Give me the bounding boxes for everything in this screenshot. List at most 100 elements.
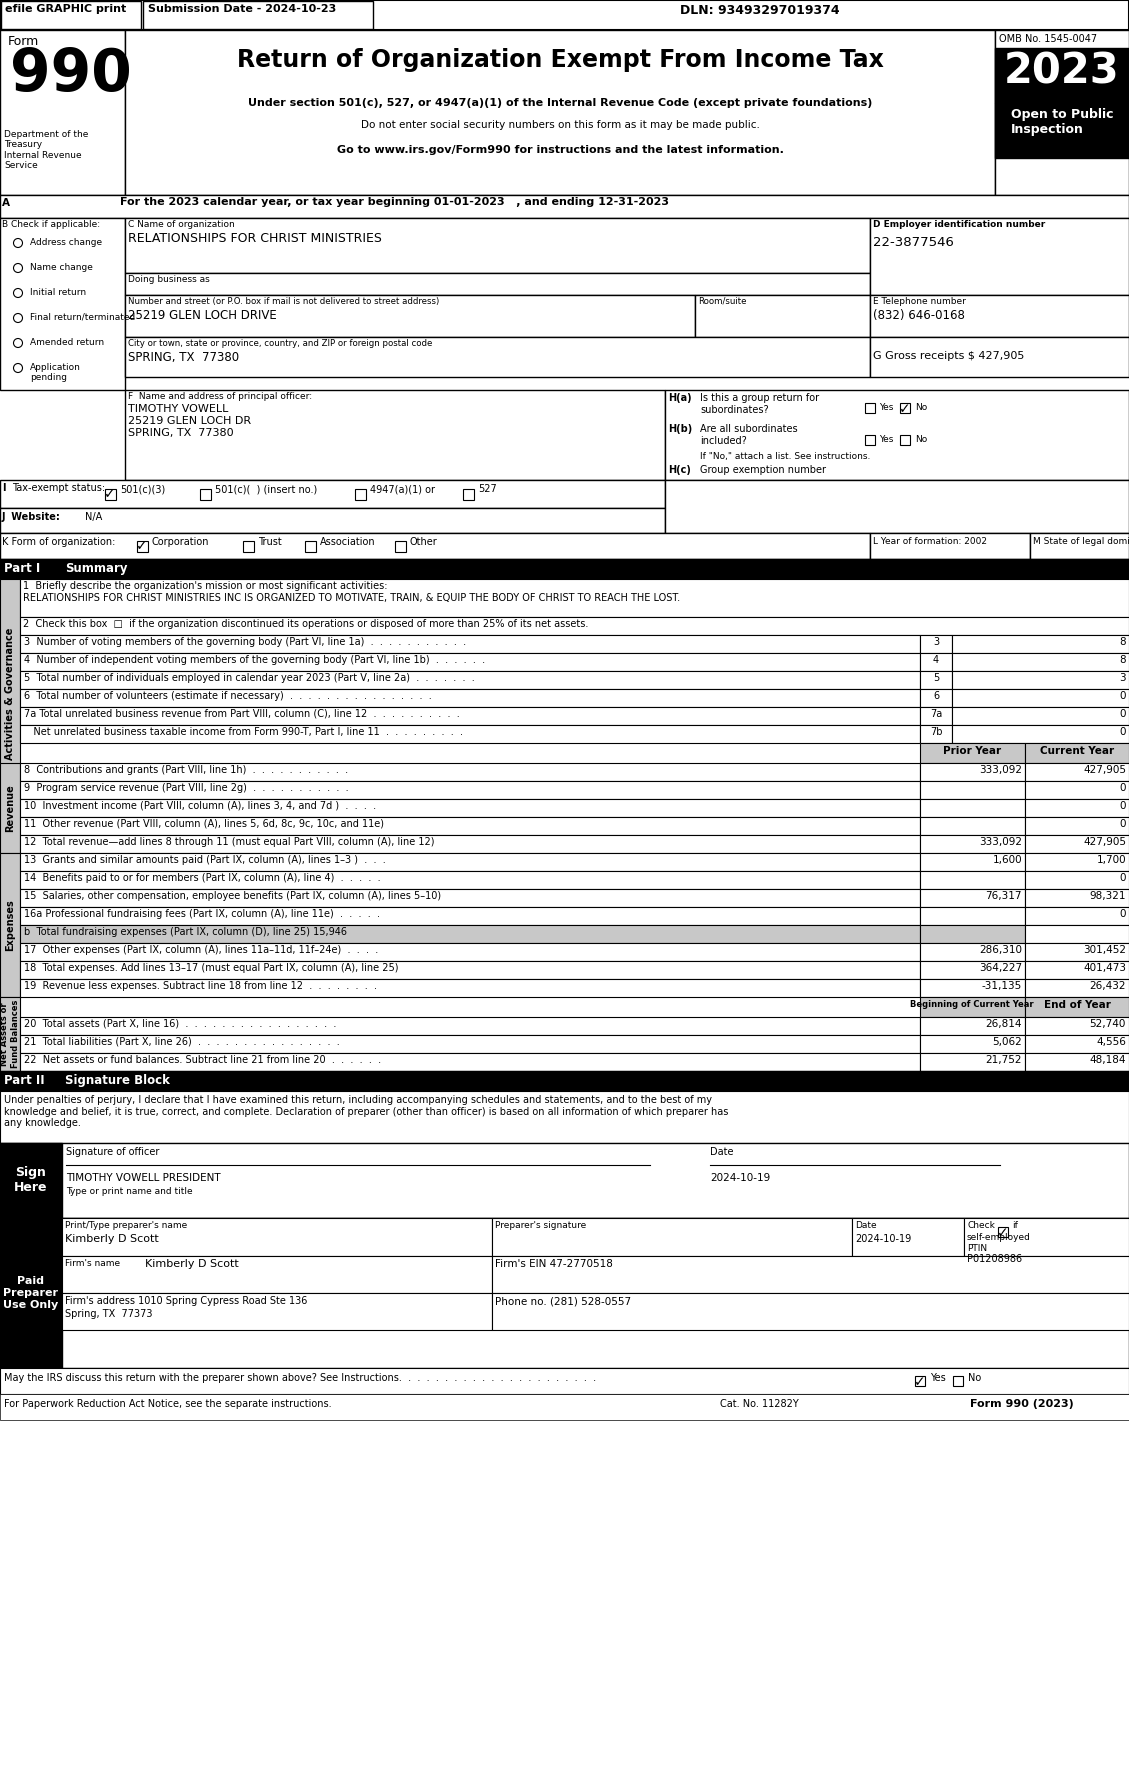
Bar <box>920 781 1025 798</box>
Circle shape <box>14 288 23 297</box>
Bar <box>1025 763 1129 781</box>
Bar <box>952 636 1129 653</box>
Bar <box>1025 781 1129 798</box>
Text: D Employer identification number: D Employer identification number <box>873 221 1045 230</box>
Bar <box>995 102 1129 157</box>
Text: H(a): H(a) <box>668 394 692 403</box>
Text: Current Year: Current Year <box>1040 745 1114 756</box>
Bar <box>20 636 920 653</box>
Bar <box>870 337 1129 376</box>
Text: Summary: Summary <box>65 562 128 576</box>
Bar <box>243 540 254 551</box>
Text: F  Name and address of principal officer:: F Name and address of principal officer: <box>128 392 312 401</box>
Text: 3: 3 <box>1119 673 1126 683</box>
Text: Part II: Part II <box>5 1074 45 1088</box>
Text: 6: 6 <box>933 691 939 701</box>
Text: 333,092: 333,092 <box>979 837 1022 848</box>
Bar <box>920 818 1025 835</box>
Bar <box>920 689 952 706</box>
Bar <box>953 1376 963 1386</box>
Text: ✓: ✓ <box>997 1226 1008 1240</box>
Bar <box>0 194 1129 217</box>
Text: M State of legal domicile: TX: M State of legal domicile: TX <box>1033 537 1129 546</box>
Bar <box>125 337 870 376</box>
Text: Yes: Yes <box>879 403 893 411</box>
Text: Net Assets or
Fund Balances: Net Assets or Fund Balances <box>0 1000 19 1068</box>
Text: I: I <box>2 482 6 493</box>
Circle shape <box>14 339 23 348</box>
Text: included?: included? <box>700 436 746 447</box>
Text: Corporation: Corporation <box>152 537 210 547</box>
Bar <box>952 653 1129 671</box>
Bar <box>62 1293 492 1330</box>
Bar <box>952 689 1129 706</box>
Bar <box>865 434 875 445</box>
Bar <box>1025 1053 1129 1070</box>
Text: 286,310: 286,310 <box>979 945 1022 955</box>
Bar <box>865 403 875 413</box>
Text: SPRING, TX  77380: SPRING, TX 77380 <box>128 427 234 438</box>
Text: 2023: 2023 <box>1004 49 1120 92</box>
Text: 0: 0 <box>1120 872 1126 883</box>
Text: self-employed: self-employed <box>968 1233 1031 1241</box>
Text: L Year of formation: 2002: L Year of formation: 2002 <box>873 537 987 546</box>
Text: 7a Total unrelated business revenue from Part VIII, column (C), line 12  .  .  .: 7a Total unrelated business revenue from… <box>24 708 460 719</box>
Text: End of Year: End of Year <box>1043 1000 1111 1010</box>
Text: TIMOTHY VOWELL: TIMOTHY VOWELL <box>128 404 228 413</box>
Text: (832) 646-0168: (832) 646-0168 <box>873 309 965 321</box>
Circle shape <box>14 364 23 373</box>
Text: Application
pending: Application pending <box>30 364 81 383</box>
Text: 25219 GLEN LOCH DRIVE: 25219 GLEN LOCH DRIVE <box>128 309 277 321</box>
Circle shape <box>14 263 23 272</box>
Text: 8: 8 <box>1119 655 1126 666</box>
Text: Spring, TX  77373: Spring, TX 77373 <box>65 1309 152 1319</box>
Text: Date: Date <box>710 1146 734 1157</box>
Bar <box>20 579 1129 616</box>
Text: Department of the
Treasury
Internal Revenue
Service: Department of the Treasury Internal Reve… <box>5 131 88 170</box>
Bar <box>1025 888 1129 908</box>
Text: Final return/terminated: Final return/terminated <box>30 313 135 321</box>
Text: 5  Total number of individuals employed in calendar year 2023 (Part V, line 2a) : 5 Total number of individuals employed i… <box>24 673 475 683</box>
Bar <box>20 818 920 835</box>
Bar <box>20 763 920 781</box>
Text: Activities & Governance: Activities & Governance <box>5 627 15 759</box>
Bar <box>137 540 148 551</box>
Text: 3  Number of voting members of the governing body (Part VI, line 1a)  .  .  .  .: 3 Number of voting members of the govern… <box>24 638 466 646</box>
Text: Firm's EIN 47-2770518: Firm's EIN 47-2770518 <box>495 1259 613 1270</box>
Text: 98,321: 98,321 <box>1089 892 1126 901</box>
Bar <box>1025 835 1129 853</box>
Bar <box>0 560 1129 579</box>
Text: 501(c)(3): 501(c)(3) <box>120 484 165 494</box>
Text: Under section 501(c), 527, or 4947(a)(1) of the Internal Revenue Code (except pr: Under section 501(c), 527, or 4947(a)(1)… <box>247 97 873 108</box>
Bar <box>125 274 870 295</box>
Circle shape <box>14 238 23 247</box>
Bar <box>920 871 1025 888</box>
Bar <box>695 295 870 337</box>
Text: Sign
Here: Sign Here <box>15 1166 47 1194</box>
Text: Yes: Yes <box>930 1372 946 1383</box>
Text: Name change: Name change <box>30 263 93 272</box>
Text: Check: Check <box>968 1220 995 1229</box>
Text: 427,905: 427,905 <box>1083 765 1126 775</box>
Text: 364,227: 364,227 <box>979 962 1022 973</box>
Text: 427,905: 427,905 <box>1083 837 1126 848</box>
Text: 16a Professional fundraising fees (Part IX, column (A), line 11e)  .  .  .  .  .: 16a Professional fundraising fees (Part … <box>24 909 380 918</box>
Text: 2024-10-19: 2024-10-19 <box>710 1173 770 1183</box>
Text: Number and street (or P.O. box if mail is not delivered to street address): Number and street (or P.O. box if mail i… <box>128 297 439 306</box>
Bar <box>920 636 952 653</box>
Text: Phone no. (281) 528-0557: Phone no. (281) 528-0557 <box>495 1296 631 1307</box>
Text: if: if <box>1012 1220 1018 1229</box>
Bar <box>920 1035 1025 1053</box>
Bar <box>1025 743 1129 763</box>
Text: 22-3877546: 22-3877546 <box>873 237 954 249</box>
Text: Net unrelated business taxable income from Form 990-T, Part I, line 11  .  .  . : Net unrelated business taxable income fr… <box>24 728 463 736</box>
Bar <box>20 943 920 961</box>
Bar <box>0 998 20 1070</box>
Bar <box>492 1219 852 1256</box>
Bar <box>920 726 952 743</box>
Bar <box>20 853 920 871</box>
Text: Association: Association <box>320 537 376 547</box>
Text: Cat. No. 11282Y: Cat. No. 11282Y <box>720 1399 798 1409</box>
Text: 1  Briefly describe the organization's mission or most significant activities:: 1 Briefly describe the organization's mi… <box>23 581 387 592</box>
Text: 4947(a)(1) or: 4947(a)(1) or <box>370 484 435 494</box>
